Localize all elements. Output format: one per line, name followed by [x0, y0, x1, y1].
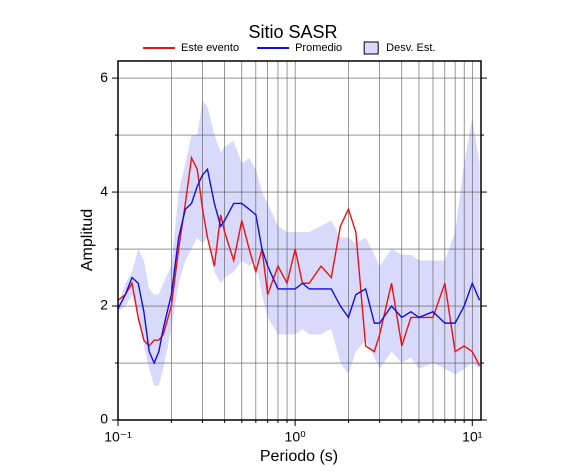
y-tick-label: 0	[100, 411, 108, 427]
legend-label: Este evento	[181, 42, 239, 54]
legend-label: Desv. Est.	[386, 42, 435, 54]
y-tick-label: 4	[100, 183, 108, 199]
series-line	[117, 167, 481, 365]
legend-label: Promedio	[295, 42, 342, 54]
chart-title: Sitio SASR	[248, 22, 337, 42]
y-tick-label: 6	[100, 69, 108, 85]
x-tick-label: 10⁰	[285, 429, 307, 445]
x-tick-label: 10⁻¹	[104, 429, 132, 445]
x-axis-label: Periodo (s)	[260, 448, 338, 465]
plot-frame	[117, 60, 482, 421]
legend-swatch	[363, 41, 379, 55]
std-band	[118, 100, 480, 386]
x-tick-label: 10¹	[462, 429, 483, 445]
y-tick-label: 2	[100, 297, 108, 313]
y-axis-label: Amplitud	[79, 209, 96, 271]
